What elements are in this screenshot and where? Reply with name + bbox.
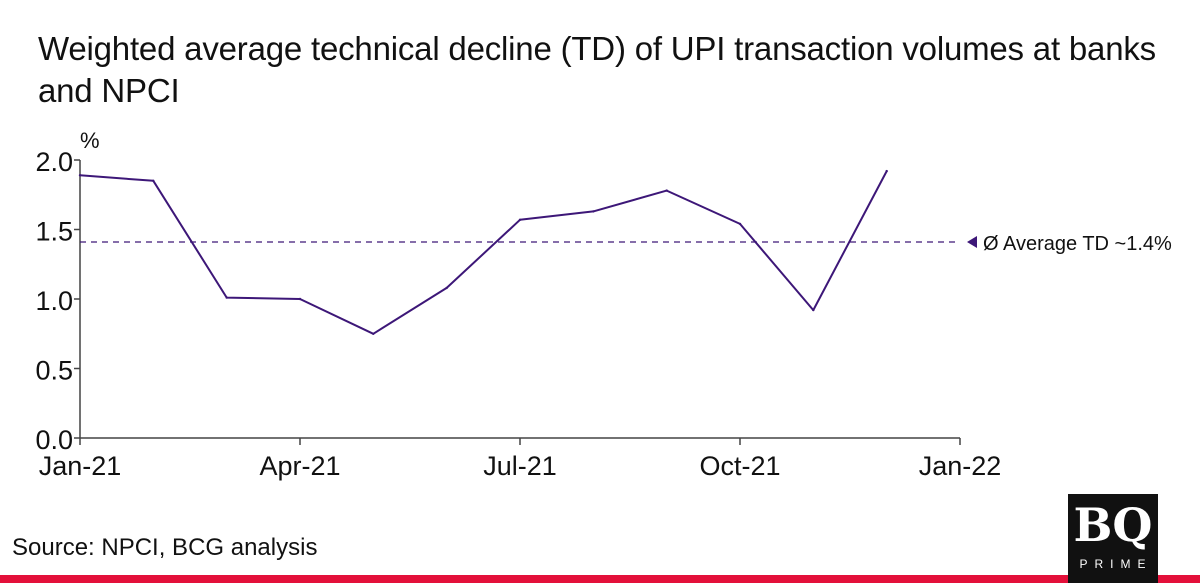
- data-point: [225, 296, 228, 299]
- series-group: [78, 169, 888, 335]
- reference-line-label: Ø Average TD ~1.4%: [983, 233, 1172, 255]
- data-point: [78, 174, 82, 177]
- series-line: [79, 170, 888, 335]
- data-point: [518, 218, 522, 221]
- x-tick-label: Apr-21: [259, 451, 340, 481]
- axes: [74, 159, 961, 445]
- y-tick-label: 2.0: [35, 147, 73, 177]
- data-point: [372, 332, 375, 335]
- line-chart: Ø Average TD ~1.4% 0.0 0.5 1.0 1.5 2.0% Jan-2…: [35, 128, 1172, 481]
- y-unit-label: %: [80, 128, 100, 153]
- logo-subtitle: PRIME: [1079, 557, 1153, 571]
- data-point: [298, 297, 302, 301]
- x-tick-label: Jul-21: [483, 451, 557, 481]
- y-tick-label: 0.5: [35, 356, 73, 386]
- data-point: [885, 169, 888, 173]
- reference-marker: [967, 236, 977, 249]
- data-point: [445, 286, 448, 290]
- chart-title: Weighted average technical decline (TD) …: [38, 30, 1156, 109]
- y-tick-label: 0.0: [35, 425, 73, 455]
- footer-accent-bar: [0, 575, 1200, 583]
- reference-line-group: Ø Average TD ~1.4%: [80, 233, 1172, 255]
- data-point: [738, 222, 742, 226]
- source-note: Source: NPCI, BCG analysis: [12, 534, 318, 561]
- data-point: [592, 210, 595, 213]
- y-tick-label: 1.5: [35, 217, 73, 247]
- data-point: [812, 308, 815, 312]
- x-tick-label: Oct-21: [699, 451, 780, 481]
- data-point: [152, 179, 155, 182]
- data-point: [665, 189, 668, 192]
- x-tick-label: Jan-21: [39, 451, 122, 481]
- logo-mark: BQ: [1073, 498, 1153, 552]
- x-tick-label: Jan-22: [919, 451, 1002, 481]
- brand-logo: BQ PRIME: [1068, 494, 1158, 583]
- tick-labels: 0.0 0.5 1.0 1.5 2.0% Jan-21 Apr-21 Jul-21 Oct-21…: [35, 128, 1001, 481]
- y-tick-label: 1.0: [35, 286, 73, 316]
